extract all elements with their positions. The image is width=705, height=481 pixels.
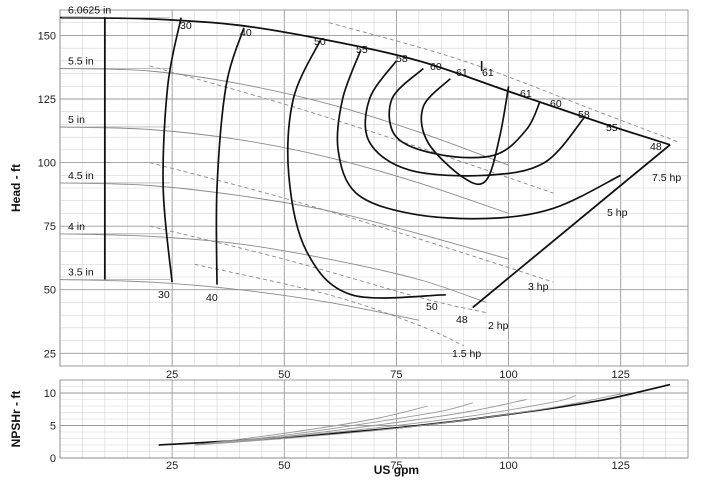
x-tick-label: 125 — [612, 369, 630, 381]
y-tick-label: 5 — [50, 421, 56, 433]
x-tick-label: 75 — [390, 460, 402, 472]
y-tick-label: 75 — [44, 221, 56, 233]
power-line — [194, 263, 464, 347]
impeller-curve — [59, 279, 419, 321]
end-of-curve-line — [472, 144, 671, 309]
npsh-curve — [194, 392, 626, 446]
efficiency-label: 61 — [520, 88, 532, 100]
efficiency-contour — [215, 27, 245, 285]
x-tick-label: 75 — [390, 369, 402, 381]
efficiency-contour — [336, 50, 622, 220]
impeller-curve — [59, 68, 509, 166]
npsh-curves — [158, 383, 671, 446]
efficiency-label: 40 — [206, 292, 218, 304]
impeller-curve — [59, 233, 487, 303]
efficiency-label: 40 — [240, 27, 252, 39]
head-panel-grid — [59, 9, 689, 367]
power-line — [149, 65, 554, 194]
efficiency-contour — [286, 40, 446, 299]
npsh-curve — [194, 405, 428, 446]
chart-labels: 25 50 75 100 125 150 25 50 75 100 125 0 5 10 25 50 75 100… — [9, 5, 681, 477]
power-line-label: 1.5 hp — [452, 348, 481, 360]
efficiency-label: 48 — [456, 314, 468, 326]
impeller-label: 5 in — [68, 114, 85, 126]
y-axis-label: NPSHr - ft — [9, 391, 23, 448]
y-tick-label: 10 — [44, 388, 56, 400]
impeller-curve — [59, 16, 671, 146]
efficiency-label: 61 — [456, 67, 468, 79]
efficiency-label: 58 — [396, 53, 408, 65]
impeller-label: 4.5 in — [68, 170, 94, 182]
y-tick-label: 50 — [44, 285, 56, 297]
impeller-label: 6.0625 in — [68, 5, 111, 17]
y-axis-label: Head - ft — [9, 164, 23, 212]
x-tick-label: 125 — [612, 460, 630, 472]
efficiency-label: 48 — [650, 141, 662, 153]
x-axis-label: US gpm — [374, 463, 419, 477]
efficiency-label: 30 — [158, 289, 170, 301]
power-line-label: 7.5 hp — [652, 172, 681, 184]
power-line-label: 3 hp — [528, 281, 549, 293]
efficiency-label: 50 — [426, 301, 438, 313]
efficiency-contour — [420, 78, 510, 186]
efficiency-contour — [364, 60, 586, 177]
impeller-label: 4 in — [68, 221, 85, 233]
power-line-label: 2 hp — [488, 320, 509, 332]
npsh-curve — [194, 399, 527, 446]
impeller-curve — [59, 182, 509, 260]
efficiency-label: 60 — [430, 61, 442, 73]
efficiency-label: 55 — [356, 44, 368, 56]
impeller-curve — [59, 126, 509, 214]
efficiency-label: 60 — [550, 98, 562, 110]
y-tick-label: 0 — [50, 453, 56, 465]
x-tick-label: 100 — [499, 460, 517, 472]
x-tick-label: 100 — [499, 369, 517, 381]
efficiency-label: 61 — [482, 67, 494, 79]
npsh-curve — [158, 383, 671, 446]
impeller-curves — [59, 16, 671, 321]
impeller-label: 3.5 in — [68, 267, 94, 279]
efficiency-label: 58 — [578, 109, 590, 121]
efficiency-label: 30 — [180, 20, 192, 32]
power-line — [149, 162, 554, 283]
y-tick-label: 25 — [44, 348, 56, 360]
efficiency-label: 55 — [606, 122, 618, 134]
npsh-curve — [194, 402, 473, 446]
x-tick-label: 50 — [278, 369, 290, 381]
x-tick-label: 50 — [278, 460, 290, 472]
power-line-label: 5 hp — [607, 207, 628, 219]
efficiency-contour — [162, 17, 182, 283]
x-tick-label: 25 — [166, 369, 178, 381]
y-tick-label: 125 — [38, 94, 56, 106]
npsh-panel-frame — [59, 379, 689, 459]
power-lines — [149, 22, 680, 347]
power-line — [328, 22, 680, 143]
efficiency-contour — [388, 67, 541, 159]
x-tick-label: 25 — [166, 460, 178, 472]
y-tick-label: 100 — [38, 158, 56, 170]
head-panel-frame — [59, 9, 689, 367]
y-tick-label: 150 — [38, 30, 56, 42]
efficiency-label: 50 — [314, 36, 326, 48]
impeller-label: 5.5 in — [68, 55, 94, 67]
efficiency-contours — [103, 17, 671, 309]
npsh-curve — [194, 395, 577, 446]
